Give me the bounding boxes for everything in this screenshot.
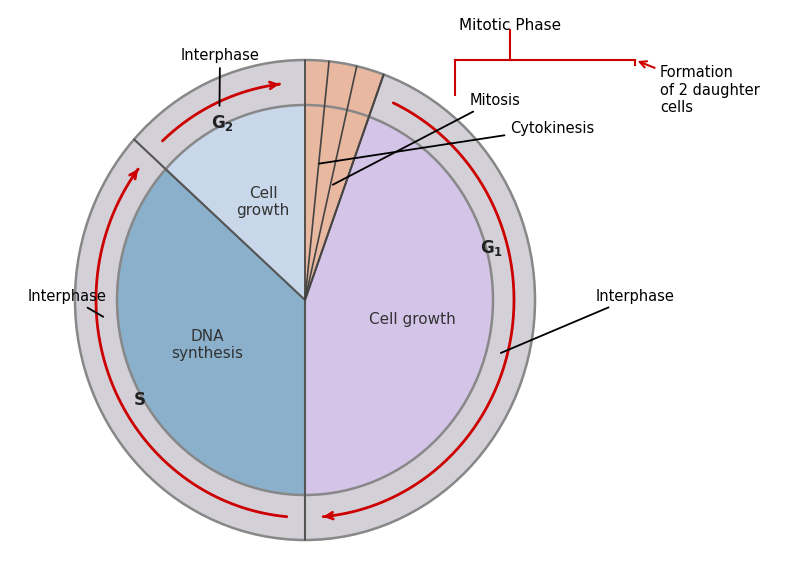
Text: Mitosis: Mitosis xyxy=(333,93,521,185)
Text: Interphase: Interphase xyxy=(28,288,107,317)
Polygon shape xyxy=(305,117,493,495)
Text: Cell growth: Cell growth xyxy=(369,312,456,327)
Text: DNA
synthesis: DNA synthesis xyxy=(171,329,243,361)
Text: Cytokinesis: Cytokinesis xyxy=(319,121,594,164)
Polygon shape xyxy=(117,169,305,495)
Text: Mitotic Phase: Mitotic Phase xyxy=(459,18,561,33)
Polygon shape xyxy=(305,105,370,300)
Text: $\mathbf{G_2}$: $\mathbf{G_2}$ xyxy=(211,113,234,133)
Polygon shape xyxy=(305,75,535,540)
Text: Interphase: Interphase xyxy=(501,288,675,353)
Text: $\mathbf{S}$: $\mathbf{S}$ xyxy=(134,390,146,408)
Text: $\mathbf{G_1}$: $\mathbf{G_1}$ xyxy=(480,238,503,258)
Text: Formation
of 2 daughter
cells: Formation of 2 daughter cells xyxy=(640,61,760,115)
Polygon shape xyxy=(134,60,305,169)
Polygon shape xyxy=(305,60,384,117)
Text: Cell
growth: Cell growth xyxy=(236,186,290,218)
Polygon shape xyxy=(75,140,305,540)
Ellipse shape xyxy=(117,105,493,495)
Polygon shape xyxy=(166,105,305,300)
Text: Interphase: Interphase xyxy=(181,48,259,106)
Ellipse shape xyxy=(75,60,535,540)
